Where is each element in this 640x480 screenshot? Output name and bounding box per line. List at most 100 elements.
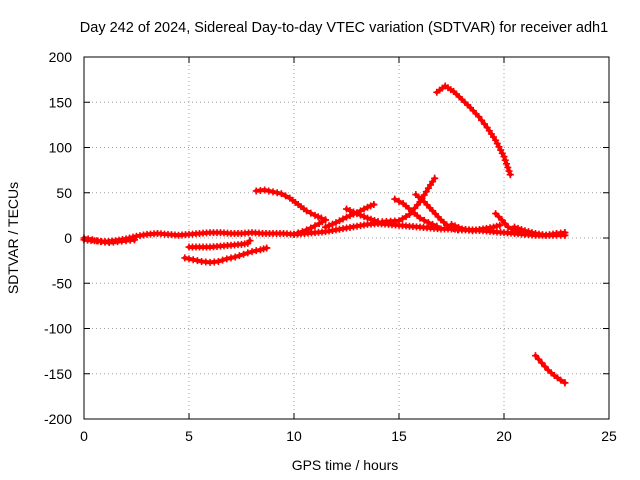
data-point [370,201,378,209]
data-point [282,192,290,200]
data-point [235,252,243,260]
data-point [231,253,239,261]
y-tick-label: -50 [52,275,72,291]
data-point [322,216,329,224]
data-point [364,203,371,211]
data-point [311,222,319,230]
data-point [501,220,509,228]
data-point [416,214,424,222]
series-arc-mid-high [252,186,325,222]
data-point [518,226,525,234]
y-tick-label: -150 [44,366,72,382]
data-point [294,229,302,237]
data-point [290,230,298,238]
data-point [364,214,371,222]
series-arc-x-2 [343,205,382,226]
data-marks [80,82,569,387]
data-point [322,223,329,231]
data-point [240,250,248,258]
data-point [431,174,439,182]
y-axis-label: SDTVAR / TECUs [5,182,21,294]
data-point [223,255,231,263]
data-point [314,213,322,221]
data-point [455,223,462,231]
series-arc-bottom [532,352,569,387]
data-point [420,216,428,224]
x-tick-label: 10 [286,428,302,444]
data-point [391,195,399,203]
data-point [269,188,277,196]
data-point [538,359,546,367]
data-point [433,222,441,230]
x-tick-label: 20 [496,428,512,444]
data-point [252,247,260,255]
data-point [360,213,368,221]
series-arc-neg-a [185,237,254,251]
data-point [525,228,532,236]
data-point [371,217,378,225]
data-point [303,207,311,215]
y-tick-label: 200 [49,49,73,65]
data-point [185,255,193,263]
data-point [193,257,201,265]
data-point [528,229,536,237]
y-tick-label: -100 [44,321,72,337]
data-point [346,207,354,215]
data-point [84,235,92,243]
data-point [532,352,539,360]
data-point [307,224,315,232]
data-point [350,208,357,216]
chart-title: Day 242 of 2024, Sidereal Day-to-day VTE… [80,20,608,36]
data-point [448,220,455,228]
data-point [451,222,459,230]
data-point [475,113,483,121]
data-point [329,220,336,228]
data-point [503,160,511,168]
data-point [261,186,269,194]
data-point [357,211,364,219]
y-tick-label: 0 [64,230,72,246]
series-arc-late [448,220,504,235]
data-point [277,190,285,198]
data-point [248,248,256,256]
data-point [219,256,227,264]
series-line [434,84,513,177]
x-tick-label: 0 [80,428,88,444]
data-point [493,222,501,230]
data-point [561,229,569,237]
data-point [256,246,264,254]
data-point [260,245,268,253]
data-point [506,171,514,179]
data-point [535,355,543,363]
series-arc-top [433,82,514,179]
y-tick-label: -200 [44,411,72,427]
series-arc-peak [378,174,439,226]
data-point [557,376,565,384]
x-axis-label: GPS time / hours [292,457,399,473]
data-point [500,153,508,161]
data-point [541,363,549,371]
data-point [395,197,403,205]
data-point [496,221,504,229]
data-point [521,227,529,235]
data-point [561,379,569,387]
data-point [490,223,497,231]
data-point [93,237,101,245]
series-arc-neg-b [181,244,271,266]
data-point [298,228,306,236]
x-tick-label: 15 [391,428,407,444]
data-point [511,223,518,231]
data-point [514,224,522,232]
data-point [244,249,252,257]
data-point [307,209,315,217]
data-point [88,236,96,244]
data-point [478,116,486,124]
data-point [325,222,333,230]
plot-frame [83,56,610,420]
grid [84,57,609,419]
data-point [501,156,509,164]
data-point [227,254,235,262]
data-point [181,254,189,262]
data-point [495,213,503,221]
